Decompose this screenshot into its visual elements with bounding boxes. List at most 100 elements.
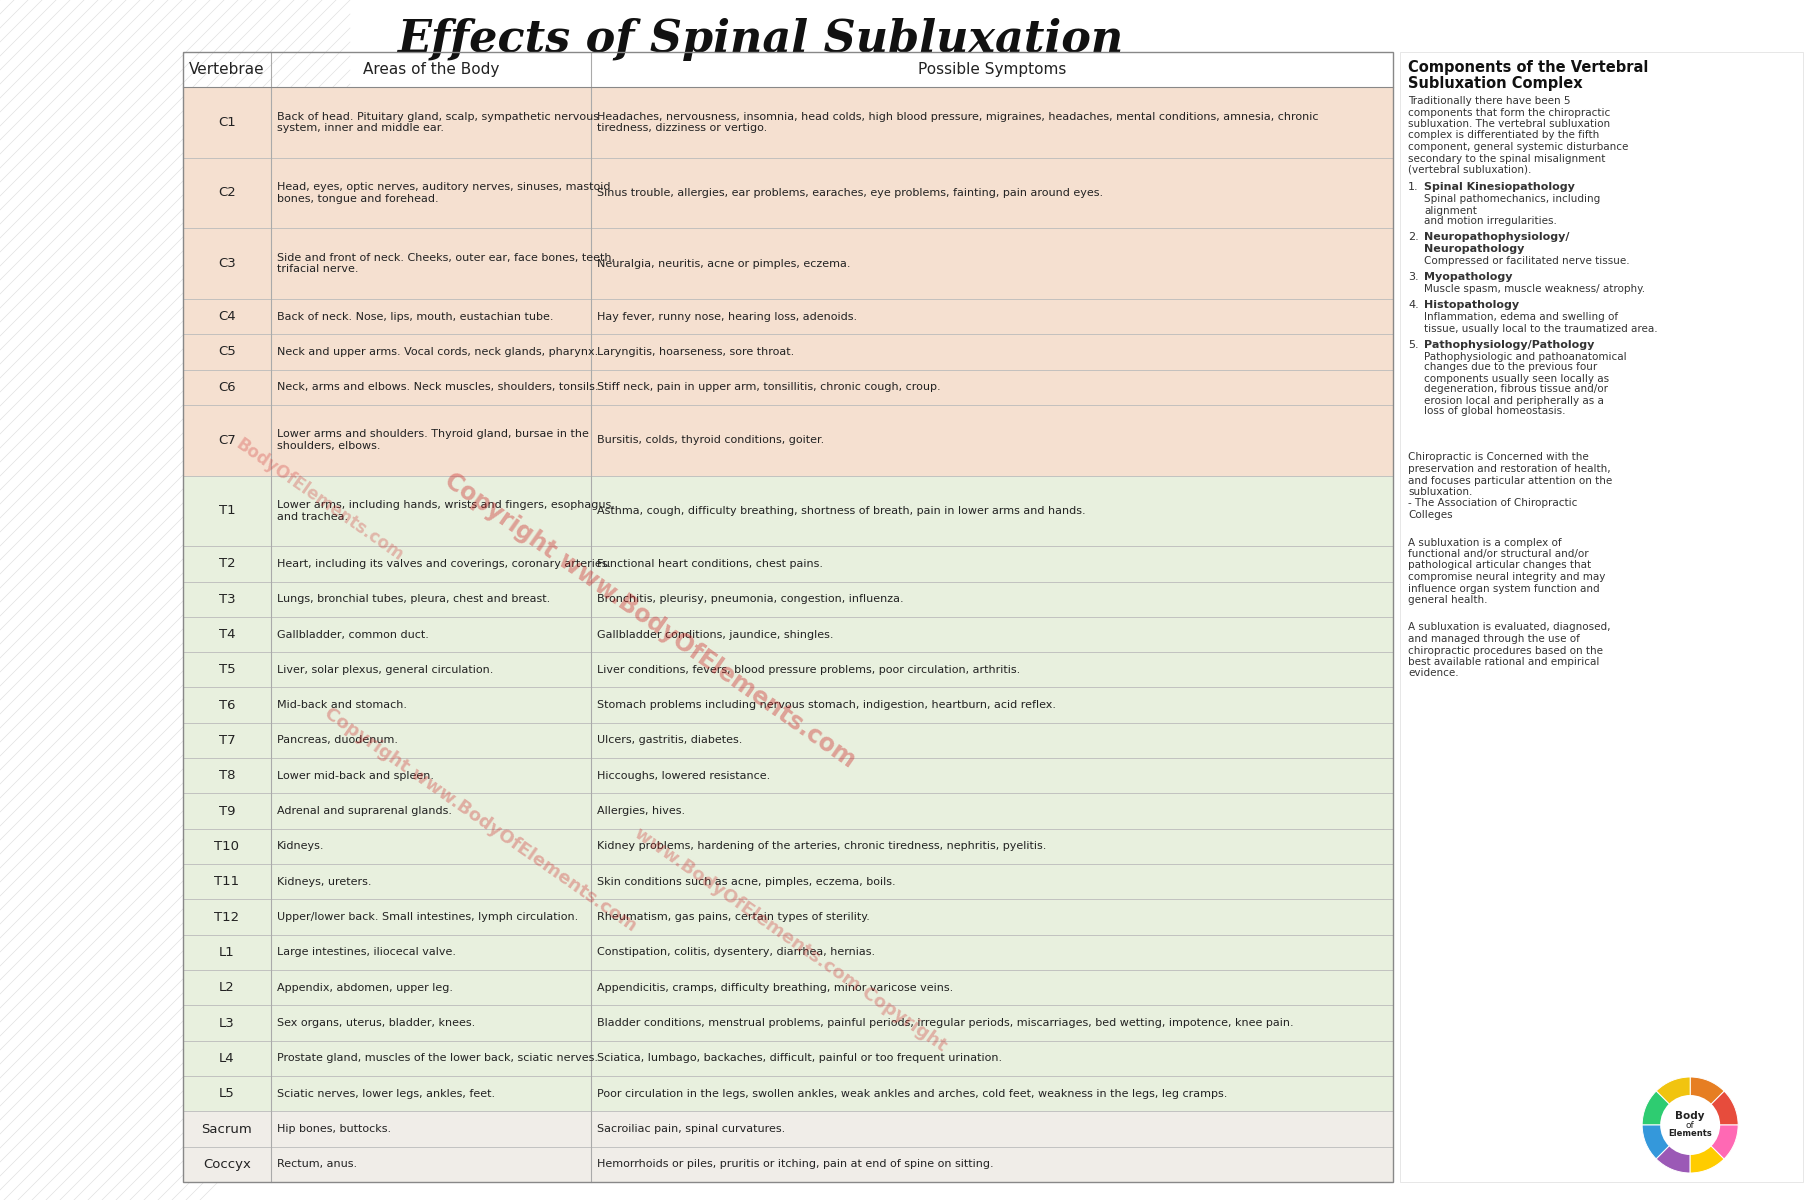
Text: Inflammation, edema and swelling of: Inflammation, edema and swelling of [1424,312,1617,323]
Text: chiropractic procedures based on the: chiropractic procedures based on the [1407,646,1603,655]
Text: Effects of Spinal Subluxation: Effects of Spinal Subluxation [396,18,1123,61]
Text: Pathophysiologic and pathoanatomical: Pathophysiologic and pathoanatomical [1424,352,1626,361]
Text: Back of head. Pituitary gland, scalp, sympathetic nervous
system, inner and midd: Back of head. Pituitary gland, scalp, sy… [277,112,599,133]
Circle shape [1661,1094,1720,1154]
Bar [183,1040,1393,1076]
Bar [183,86,1393,157]
Bar [183,793,1393,829]
Text: C2: C2 [219,186,235,199]
Text: A subluxation is evaluated, diagnosed,: A subluxation is evaluated, diagnosed, [1407,623,1610,632]
Text: tissue, usually local to the traumatized area.: tissue, usually local to the traumatized… [1424,324,1657,334]
Text: Spinal pathomechanics, including: Spinal pathomechanics, including [1424,194,1601,204]
Text: Prostate gland, muscles of the lower back, sciatic nerves.: Prostate gland, muscles of the lower bac… [277,1054,599,1063]
Bar [1400,52,1804,1182]
Text: Neuralgia, neuritis, acne or pimples, eczema.: Neuralgia, neuritis, acne or pimples, ec… [597,259,850,269]
Text: Bursitis, colds, thyroid conditions, goiter.: Bursitis, colds, thyroid conditions, goi… [597,436,825,445]
Text: components that form the chiropractic: components that form the chiropractic [1407,108,1610,118]
Bar [183,758,1393,793]
Text: Muscle spasm, muscle weakness/ atrophy.: Muscle spasm, muscle weakness/ atrophy. [1424,284,1644,294]
Text: T2: T2 [219,557,235,570]
Text: C1: C1 [219,116,235,128]
Text: Stiff neck, pain in upper arm, tonsillitis, chronic cough, croup.: Stiff neck, pain in upper arm, tonsillit… [597,383,941,392]
Text: - The Association of Chiropractic: - The Association of Chiropractic [1407,498,1577,509]
Text: Colleges: Colleges [1407,510,1453,520]
Text: influence organ system function and: influence organ system function and [1407,583,1599,594]
Text: Neuropathology: Neuropathology [1424,245,1525,254]
Text: L1: L1 [219,946,235,959]
Text: Copyright www.BodyOfElements.com: Copyright www.BodyOfElements.com [320,704,639,936]
Text: Body: Body [1675,1111,1704,1121]
Bar [183,157,1393,228]
Text: (vertebral subluxation).: (vertebral subluxation). [1407,164,1532,175]
Bar [183,228,1393,299]
Text: Hiccoughs, lowered resistance.: Hiccoughs, lowered resistance. [597,770,771,781]
Text: Sinus trouble, allergies, ear problems, earaches, eye problems, fainting, pain a: Sinus trouble, allergies, ear problems, … [597,188,1103,198]
Text: of: of [1686,1121,1695,1129]
Text: Appendicitis, cramps, difficulty breathing, minor varicose veins.: Appendicitis, cramps, difficulty breathi… [597,983,953,992]
Text: T10: T10 [215,840,239,853]
Text: degeneration, fibrous tissue and/or: degeneration, fibrous tissue and/or [1424,384,1608,395]
Text: L3: L3 [219,1016,235,1030]
Text: Stomach problems including nervous stomach, indigestion, heartburn, acid reflex.: Stomach problems including nervous stoma… [597,700,1056,710]
Bar [183,370,1393,404]
Text: evidence.: evidence. [1407,668,1458,678]
Text: erosion local and peripherally as a: erosion local and peripherally as a [1424,396,1605,406]
Text: Sacroiliac pain, spinal curvatures.: Sacroiliac pain, spinal curvatures. [597,1124,785,1134]
Text: Sacrum: Sacrum [201,1122,253,1135]
Text: compromise neural integrity and may: compromise neural integrity and may [1407,572,1605,582]
Text: Rheumatism, gas pains, certain types of sterility.: Rheumatism, gas pains, certain types of … [597,912,870,922]
Text: Lower mid-back and spleen.: Lower mid-back and spleen. [277,770,434,781]
Text: Allergies, hives.: Allergies, hives. [597,806,686,816]
Text: complex is differentiated by the fifth: complex is differentiated by the fifth [1407,131,1599,140]
Text: alignment: alignment [1424,205,1476,216]
Text: Sciatic nerves, lower legs, ankles, feet.: Sciatic nerves, lower legs, ankles, feet… [277,1088,496,1099]
Text: Laryngitis, hoarseness, sore throat.: Laryngitis, hoarseness, sore throat. [597,347,794,356]
Text: Subluxation Complex: Subluxation Complex [1407,76,1583,91]
Text: T9: T9 [219,805,235,817]
Text: Bladder conditions, menstrual problems, painful periods, irregular periods, misc: Bladder conditions, menstrual problems, … [597,1018,1293,1028]
Wedge shape [1657,1078,1690,1126]
Bar [183,722,1393,758]
Text: Sex organs, uterus, bladder, knees.: Sex organs, uterus, bladder, knees. [277,1018,476,1028]
Text: Bronchitis, pleurisy, pneumonia, congestion, influenza.: Bronchitis, pleurisy, pneumonia, congest… [597,594,904,604]
Text: T12: T12 [215,911,239,924]
Bar [183,404,1393,475]
Text: Gallbladder conditions, jaundice, shingles.: Gallbladder conditions, jaundice, shingl… [597,630,834,640]
Text: L5: L5 [219,1087,235,1100]
Text: Heart, including its valves and coverings, coronary arteries.: Heart, including its valves and covering… [277,559,611,569]
Text: Spinal Kinesiopathology: Spinal Kinesiopathology [1424,182,1576,192]
Text: Copyright www.BodyOfElements.com: Copyright www.BodyOfElements.com [440,468,859,772]
Text: Constipation, colitis, dysentery, diarrhea, hernias.: Constipation, colitis, dysentery, diarrh… [597,948,876,958]
Text: 1.: 1. [1407,182,1418,192]
Text: Headaches, nervousness, insomnia, head colds, high blood pressure, migraines, he: Headaches, nervousness, insomnia, head c… [597,112,1319,133]
Bar [183,688,1393,722]
Text: Possible Symptoms: Possible Symptoms [917,62,1066,77]
Bar [183,546,1393,582]
Text: preservation and restoration of health,: preservation and restoration of health, [1407,464,1610,474]
Text: subluxation. The vertebral subluxation: subluxation. The vertebral subluxation [1407,119,1610,128]
Text: Lower arms and shoulders. Thyroid gland, bursae in the
shoulders, elbows.: Lower arms and shoulders. Thyroid gland,… [277,430,590,451]
Wedge shape [1690,1126,1738,1159]
Text: and motion irregularities.: and motion irregularities. [1424,216,1558,227]
Text: Histopathology: Histopathology [1424,300,1520,311]
Text: T3: T3 [219,593,235,606]
Text: best available rational and empirical: best available rational and empirical [1407,658,1599,667]
Text: Compressed or facilitated nerve tissue.: Compressed or facilitated nerve tissue. [1424,257,1630,266]
Text: Sciatica, lumbago, backaches, difficult, painful or too frequent urination.: Sciatica, lumbago, backaches, difficult,… [597,1054,1002,1063]
Bar [183,52,1393,1182]
Text: 2.: 2. [1407,233,1418,242]
Text: Kidney problems, hardening of the arteries, chronic tiredness, nephritis, pyelit: Kidney problems, hardening of the arteri… [597,841,1046,852]
Text: Hay fever, runny nose, hearing loss, adenoids.: Hay fever, runny nose, hearing loss, ade… [597,312,857,322]
Text: Lower arms, including hands, wrists and fingers, esophagus,
and trachea.: Lower arms, including hands, wrists and … [277,500,615,522]
Text: www.BodyOfElements.com Copyright: www.BodyOfElements.com Copyright [631,824,950,1056]
Text: changes due to the previous four: changes due to the previous four [1424,362,1597,372]
Text: Rectum, anus.: Rectum, anus. [277,1159,356,1169]
Text: functional and/or structural and/or: functional and/or structural and/or [1407,550,1588,559]
Wedge shape [1690,1091,1738,1126]
Text: BodyOfElements.com: BodyOfElements.com [233,436,407,565]
Text: T5: T5 [219,664,235,677]
Text: Liver, solar plexus, general circulation.: Liver, solar plexus, general circulation… [277,665,494,674]
Text: Vertebrae: Vertebrae [190,62,264,77]
Text: Side and front of neck. Cheeks, outer ear, face bones, teeth,
trifacial nerve.: Side and front of neck. Cheeks, outer ea… [277,253,615,275]
Text: Mid-back and stomach.: Mid-back and stomach. [277,700,407,710]
